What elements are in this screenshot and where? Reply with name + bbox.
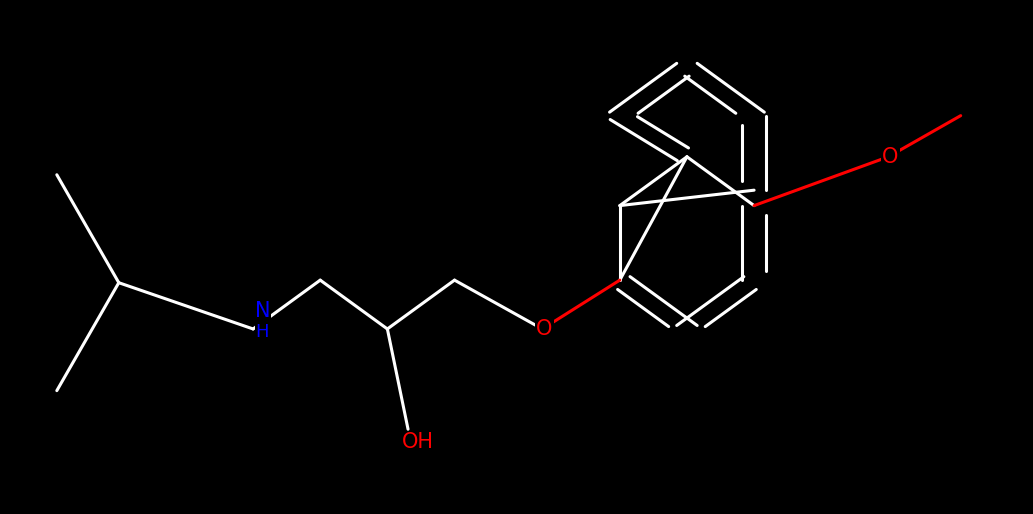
Text: H: H — [255, 322, 270, 341]
Text: OH: OH — [403, 432, 434, 452]
Text: N: N — [254, 301, 271, 321]
Text: O: O — [536, 319, 553, 339]
Text: O: O — [882, 147, 899, 167]
